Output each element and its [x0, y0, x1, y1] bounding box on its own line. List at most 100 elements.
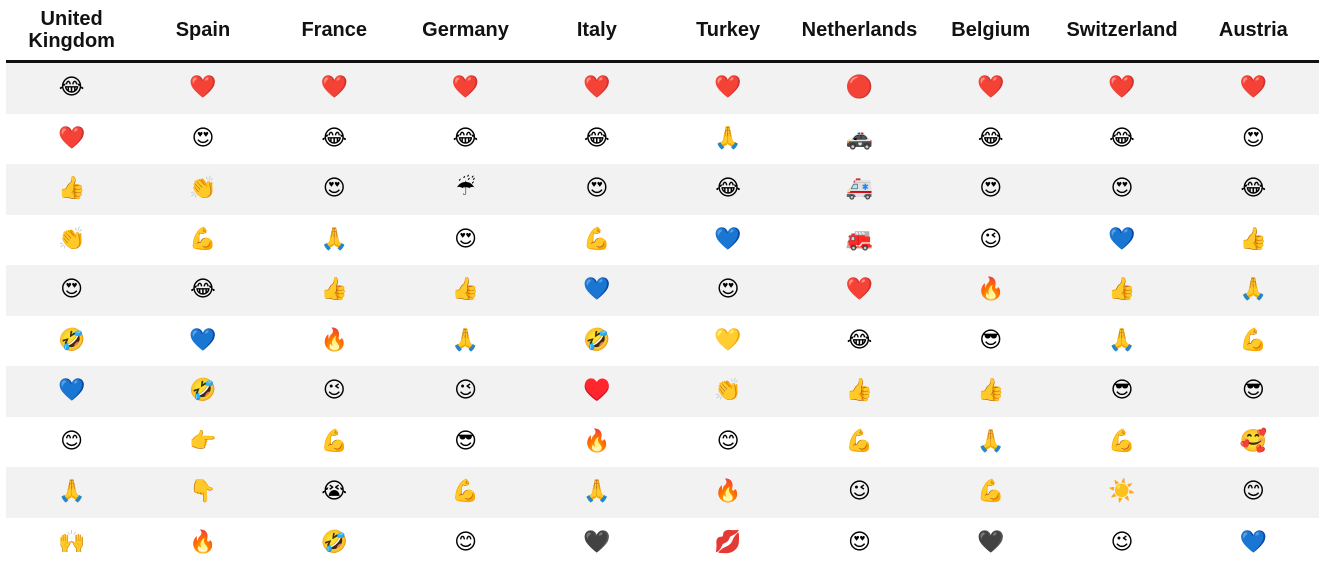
- emoji-icon: 💪: [977, 480, 1004, 504]
- emoji-icon: 👍: [977, 379, 1004, 403]
- emoji-icon: 🖤: [583, 531, 610, 555]
- emoji-icon: 💙: [58, 379, 85, 403]
- emoji-cell: 🔥: [531, 417, 662, 468]
- emoji-icon: 🙏: [714, 127, 741, 151]
- emoji-cell: 🤣: [531, 316, 662, 367]
- emoji-cell: 🔥: [137, 518, 268, 568]
- emoji-icon: 😉: [323, 379, 346, 403]
- emoji-cell: 🤣: [269, 518, 400, 568]
- emoji-icon: 🔥: [321, 329, 348, 353]
- emoji-cell: 😂: [400, 114, 531, 165]
- emoji-icon: 💪: [583, 228, 610, 252]
- emoji-icon: ☔: [456, 177, 476, 201]
- emoji-cell: 💙: [6, 366, 137, 417]
- emoji-icon: 😉: [1111, 531, 1134, 555]
- emoji-cell: 😍: [6, 265, 137, 316]
- rank-row: 😊 👉 💪 😎🔥 😊 💪 🙏 💪 🥰: [6, 417, 1319, 468]
- emoji-icon: 🔥: [977, 278, 1004, 302]
- emoji-icon: 😍: [60, 278, 83, 302]
- emoji-icon: 🔴: [846, 76, 873, 100]
- emoji-cell: 👍: [1188, 215, 1319, 266]
- country-header-italy: Italy: [531, 0, 662, 62]
- emoji-cell: 🔥: [662, 467, 793, 518]
- emoji-icon: 😭: [321, 480, 347, 504]
- emoji-icon: 😂: [715, 177, 741, 201]
- country-header-turkey: Turkey: [662, 0, 793, 62]
- emoji-cell: 😂: [137, 265, 268, 316]
- emoji-icon: 💪: [321, 430, 348, 454]
- emoji-icon: ❤️: [452, 76, 479, 100]
- emoji-cell: 😂: [269, 114, 400, 165]
- emoji-icon: 💪: [1108, 430, 1135, 454]
- emoji-icon: 👏: [58, 228, 85, 252]
- emoji-cell: ❤️: [925, 62, 1056, 114]
- emoji-icon: ❤️: [977, 76, 1004, 100]
- emoji-icon: 🚑: [846, 177, 873, 201]
- emoji-icon: ❤️: [321, 76, 348, 100]
- emoji-cell: 😍: [269, 164, 400, 215]
- emoji-icon: 🤣: [189, 379, 216, 403]
- emoji-icon: 😎: [1111, 379, 1134, 403]
- rank-row: 💙 🤣 😉 😉 ♥️ 👏 👍 👍 😎 😎: [6, 366, 1319, 417]
- emoji-icon: 👉: [189, 430, 216, 454]
- emoji-cell: 👍: [925, 366, 1056, 417]
- emoji-cell: ❤️: [269, 62, 400, 114]
- emoji-cell: 😂: [794, 316, 925, 367]
- emoji-icon: ❤️: [846, 278, 873, 302]
- emoji-icon: ♥️: [583, 379, 610, 403]
- emoji-icon: 👏: [714, 379, 741, 403]
- emoji-cell: 👉: [137, 417, 268, 468]
- emoji-cell: 👍: [269, 265, 400, 316]
- emoji-cell: 😉: [400, 366, 531, 417]
- emoji-cell: ❤️: [6, 114, 137, 165]
- rank-row: 👏💪🙏😍💪💙🚒😉💙👍: [6, 215, 1319, 266]
- emoji-cell: 😎: [925, 316, 1056, 367]
- emoji-cell: 🔴: [794, 62, 925, 114]
- emoji-icon: 💪: [1240, 329, 1267, 353]
- emoji-cell: 🔥: [269, 316, 400, 367]
- emoji-icon: 💙: [714, 228, 741, 252]
- emoji-cell: 😍: [662, 265, 793, 316]
- emoji-cell: 💪: [1056, 417, 1187, 468]
- emoji-icon: 😍: [1242, 127, 1265, 151]
- emoji-cell: 🙏: [269, 215, 400, 266]
- emoji-cell: 😂: [1056, 114, 1187, 165]
- country-header-united-kingdom: United Kingdom: [6, 0, 137, 62]
- emoji-cell: 🤣: [6, 316, 137, 367]
- emoji-icon: ☀️: [1108, 480, 1135, 504]
- emoji-icon: 😊: [717, 430, 740, 454]
- emoji-icon: 💙: [583, 278, 610, 302]
- emoji-cell: ❤️: [400, 62, 531, 114]
- emoji-cell: 😍: [137, 114, 268, 165]
- emoji-icon: 🙏: [977, 430, 1004, 454]
- emoji-cell: ❤️: [794, 265, 925, 316]
- emoji-icon: 🙏: [452, 329, 479, 353]
- emoji-cell: 👏: [137, 164, 268, 215]
- emoji-icon: 💙: [1240, 531, 1267, 555]
- emoji-rank-rows: 😂❤️❤️❤️❤️❤️🔴❤️❤️❤️❤️😍😂😂😂🙏🚓😂😂😍👍👏😍☔😍😂🚑😍😍😂👏…: [6, 62, 1319, 568]
- emoji-cell: 😉: [269, 366, 400, 417]
- country-header-austria: Austria: [1188, 0, 1319, 62]
- emoji-cell: ☔: [400, 164, 531, 215]
- emoji-cell: 💋: [662, 518, 793, 568]
- emoji-icon: ❤️: [583, 76, 610, 100]
- emoji-cell: 💪: [925, 467, 1056, 518]
- emoji-cell: 😊: [6, 417, 137, 468]
- country-header-belgium: Belgium: [925, 0, 1056, 62]
- country-header-netherlands: Netherlands: [794, 0, 925, 62]
- emoji-icon: 💪: [846, 430, 873, 454]
- emoji-cell: 👍: [794, 366, 925, 417]
- emoji-icon: 😍: [323, 177, 346, 201]
- country-header-france: France: [269, 0, 400, 62]
- emoji-icon: 👇: [189, 480, 216, 504]
- emoji-cell: 👍: [6, 164, 137, 215]
- emoji-cell: 😎: [1188, 366, 1319, 417]
- emoji-icon: 🙏: [321, 228, 348, 252]
- emoji-icon: 🤣: [58, 329, 85, 353]
- emoji-icon: 💛: [714, 329, 741, 353]
- emoji-icon: 😍: [1111, 177, 1134, 201]
- emoji-cell: 😎: [400, 417, 531, 468]
- rank-row: ❤️😍😂😂😂🙏🚓😂😂😍: [6, 114, 1319, 165]
- emoji-icon: 🥰: [1240, 430, 1267, 454]
